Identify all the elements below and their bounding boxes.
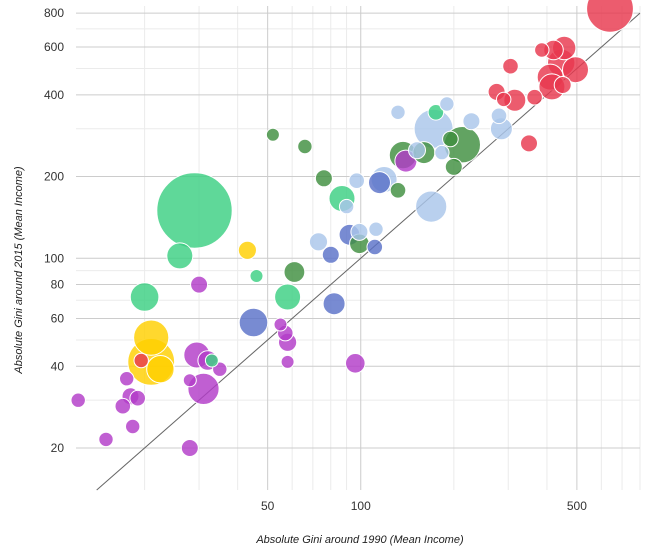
- y-tick-label: 600: [44, 40, 64, 54]
- bubble-point-60[interactable]: [434, 144, 450, 161]
- bubble-point-20[interactable]: [133, 319, 170, 356]
- bubble-point-23[interactable]: [237, 240, 257, 260]
- bubble-point-62[interactable]: [462, 112, 481, 131]
- x-tick-label: 50: [261, 499, 275, 513]
- bubble-point-66[interactable]: [496, 91, 512, 108]
- bubble-point-54[interactable]: [368, 221, 384, 237]
- bubble-point-45[interactable]: [321, 245, 340, 264]
- x-axis-title: Absolute Gini around 1990 (Mean Income): [255, 534, 464, 546]
- y-tick-label: 40: [51, 359, 65, 373]
- bubble-point-61[interactable]: [439, 96, 455, 112]
- bubble-point-24[interactable]: [133, 352, 149, 369]
- bubble-point-34[interactable]: [283, 261, 306, 283]
- bubble-point-44[interactable]: [238, 307, 269, 338]
- bubble-point-6[interactable]: [129, 389, 146, 407]
- bubble-point-25[interactable]: [129, 282, 160, 312]
- bubble-point-78[interactable]: [562, 56, 589, 84]
- y-tick-label: 20: [51, 441, 65, 455]
- bubble-point-8[interactable]: [182, 373, 197, 388]
- bubble-point-3[interactable]: [119, 371, 135, 387]
- bubble-point-56[interactable]: [390, 104, 406, 121]
- bubble-point-30[interactable]: [274, 283, 302, 311]
- bubble-point-14[interactable]: [273, 317, 288, 332]
- y-tick-label: 60: [51, 311, 65, 325]
- x-tick-label: 500: [567, 499, 587, 513]
- x-tick-label: 100: [351, 499, 371, 513]
- bubble-point-41[interactable]: [442, 130, 459, 148]
- data-points: [70, 0, 634, 457]
- bubble-point-28[interactable]: [204, 353, 219, 368]
- bubble-point-26[interactable]: [166, 242, 194, 270]
- bubble-point-27[interactable]: [156, 172, 233, 249]
- bubble-point-38[interactable]: [389, 182, 407, 199]
- bubble-point-52[interactable]: [348, 172, 366, 189]
- bubble-point-70[interactable]: [526, 88, 543, 106]
- bubble-point-7[interactable]: [180, 439, 199, 457]
- bubble-point-0[interactable]: [70, 392, 86, 408]
- y-tick-label: 80: [51, 278, 65, 292]
- bubble-point-2[interactable]: [114, 397, 132, 415]
- bubble-point-58[interactable]: [415, 190, 448, 223]
- x-axis-ticks: 50 100 500: [261, 499, 587, 513]
- bubble-point-36[interactable]: [314, 169, 333, 188]
- y-tick-label: 100: [44, 251, 64, 265]
- y-tick-label: 400: [44, 88, 64, 102]
- y-tick-label: 800: [44, 6, 64, 20]
- bubble-point-46[interactable]: [322, 292, 346, 316]
- y-tick-label: 200: [44, 170, 64, 184]
- bubble-point-33[interactable]: [265, 127, 280, 142]
- bubble-point-42[interactable]: [444, 157, 463, 176]
- bubble-point-22[interactable]: [146, 355, 175, 384]
- bubble-point-50[interactable]: [308, 232, 329, 252]
- bubble-point-69[interactable]: [520, 134, 538, 153]
- bubble-point-71[interactable]: [534, 42, 550, 58]
- bubble-point-57[interactable]: [408, 141, 426, 160]
- bubble-point-51[interactable]: [338, 198, 355, 215]
- bubble-point-29[interactable]: [249, 269, 264, 283]
- bubble-point-18[interactable]: [345, 353, 366, 374]
- bubble-point-5[interactable]: [125, 418, 141, 435]
- y-axis-ticks: 20 40 60 80 100 200 400 600 800: [44, 6, 64, 455]
- bubble-point-49[interactable]: [368, 171, 391, 195]
- bubble-point-63[interactable]: [490, 107, 508, 125]
- bubble-point-79[interactable]: [586, 0, 634, 33]
- bubble-point-53[interactable]: [350, 222, 369, 241]
- bubble-point-48[interactable]: [366, 238, 384, 256]
- bubble-point-1[interactable]: [98, 431, 114, 448]
- bubble-point-67[interactable]: [502, 57, 519, 75]
- bubble-point-17[interactable]: [280, 354, 295, 369]
- bubble-point-76[interactable]: [553, 76, 572, 94]
- bubble-point-32[interactable]: [427, 104, 445, 121]
- bubble-point-35[interactable]: [297, 138, 313, 155]
- y-axis-title: Absolute Gini around 2015 (Mean Income): [13, 166, 25, 375]
- bubble-point-10[interactable]: [190, 275, 209, 294]
